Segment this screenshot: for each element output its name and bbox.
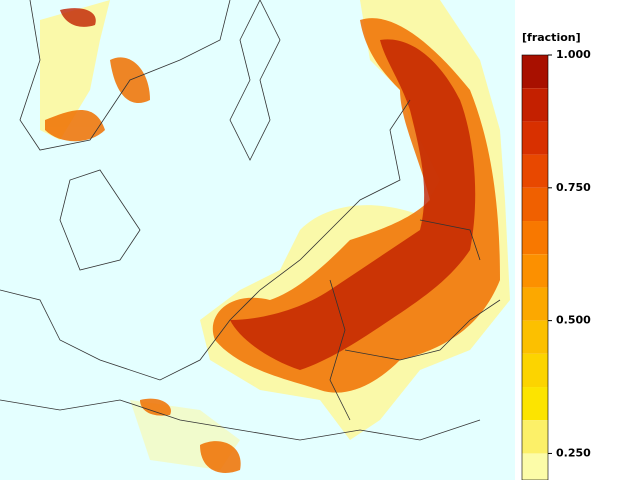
colorbar-segment bbox=[522, 88, 548, 122]
colorbar-tick-label: 1.000 bbox=[556, 48, 591, 61]
coastline bbox=[0, 0, 501, 441]
colorbar-segment bbox=[522, 420, 548, 454]
colorbar-segment bbox=[522, 154, 548, 188]
colorbar: 1.000 0.750 0.500 0.250 bbox=[521, 48, 591, 480]
colorbar-segment bbox=[522, 453, 548, 480]
colorbar-tick-label: 0.250 bbox=[556, 446, 591, 459]
colorbar-segment bbox=[522, 121, 548, 155]
colorbar-segment bbox=[522, 320, 548, 354]
colorbar-segment bbox=[522, 387, 548, 421]
colorbar-tick-label: 0.750 bbox=[556, 181, 591, 194]
colorbar-frame bbox=[521, 54, 549, 480]
fraction-max bbox=[60, 8, 476, 371]
colorbar-segment bbox=[522, 221, 548, 255]
colorbar-title: [fraction] bbox=[522, 31, 581, 44]
colorbar-segment bbox=[522, 55, 548, 89]
colorbar-segment bbox=[522, 187, 548, 222]
colorbar-segment bbox=[522, 254, 548, 288]
colorbar-tick-label: 0.500 bbox=[556, 314, 591, 327]
colorbar-segment bbox=[522, 287, 548, 321]
colorbar-segment bbox=[522, 353, 548, 388]
